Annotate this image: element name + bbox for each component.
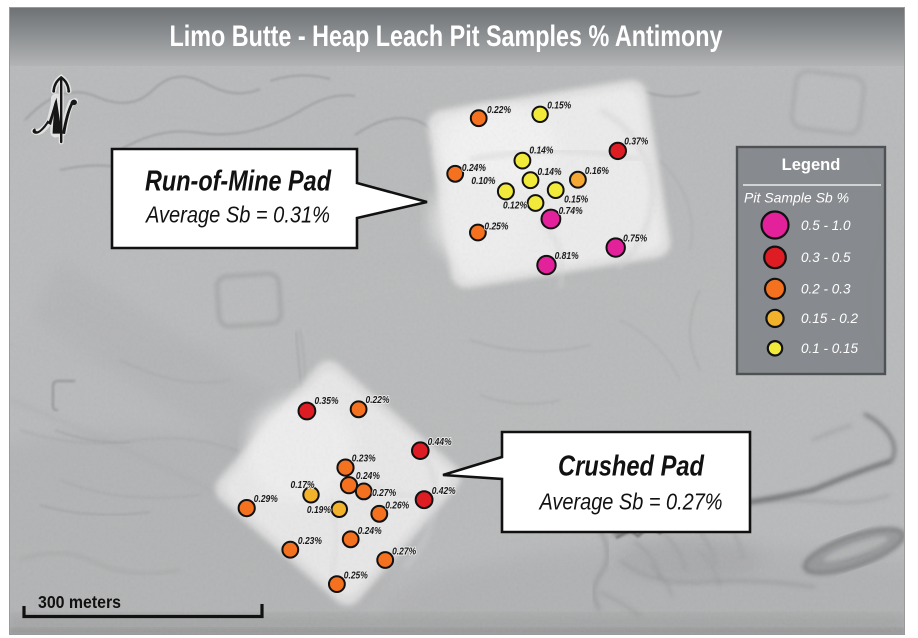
svg-text:0.24%: 0.24%: [358, 525, 383, 537]
svg-text:0.75%: 0.75%: [623, 233, 648, 245]
svg-text:0.26%: 0.26%: [385, 500, 410, 512]
svg-text:0.1 - 0.15: 0.1 - 0.15: [801, 341, 859, 356]
svg-text:0.27%: 0.27%: [372, 487, 397, 499]
svg-text:0.10%: 0.10%: [471, 175, 496, 187]
svg-text:0.2 - 0.3: 0.2 - 0.3: [801, 282, 851, 297]
svg-text:300 meters: 300 meters: [38, 592, 121, 612]
svg-text:Pit Sample Sb %: Pit Sample Sb %: [744, 190, 849, 206]
svg-text:0.25%: 0.25%: [344, 570, 369, 582]
svg-text:0.16%: 0.16%: [585, 165, 610, 177]
svg-text:0.81%: 0.81%: [555, 250, 580, 262]
svg-text:0.5 - 1.0: 0.5 - 1.0: [801, 218, 851, 233]
svg-text:0.22%: 0.22%: [366, 394, 391, 406]
svg-text:0.15%: 0.15%: [547, 99, 572, 111]
svg-text:0.14%: 0.14%: [538, 166, 563, 178]
svg-text:Average Sb = 0.31%: Average Sb = 0.31%: [144, 201, 330, 227]
svg-text:0.27%: 0.27%: [392, 546, 417, 558]
svg-text:0.15 - 0.2: 0.15 - 0.2: [801, 311, 859, 326]
svg-text:0.24%: 0.24%: [462, 162, 487, 174]
svg-text:0.44%: 0.44%: [428, 436, 453, 448]
svg-text:0.14%: 0.14%: [529, 145, 554, 157]
svg-text:Run-of-Mine Pad: Run-of-Mine Pad: [145, 166, 331, 198]
svg-text:0.23%: 0.23%: [352, 452, 377, 464]
svg-text:Legend: Legend: [782, 156, 841, 174]
svg-text:0.19%: 0.19%: [307, 504, 332, 516]
svg-text:0.29%: 0.29%: [254, 493, 279, 505]
svg-text:0.37%: 0.37%: [624, 135, 649, 147]
svg-text:0.15%: 0.15%: [564, 194, 589, 206]
svg-text:0.17%: 0.17%: [291, 479, 316, 491]
svg-text:0.24%: 0.24%: [356, 470, 381, 482]
svg-text:0.22%: 0.22%: [487, 104, 512, 116]
svg-text:Average Sb = 0.27%: Average Sb = 0.27%: [538, 488, 723, 514]
svg-text:0.42%: 0.42%: [432, 485, 457, 497]
svg-text:0.23%: 0.23%: [298, 535, 323, 547]
svg-text:0.12%: 0.12%: [503, 200, 528, 212]
svg-text:0.25%: 0.25%: [484, 221, 509, 233]
svg-text:Limo Butte - Heap Leach Pit Sa: Limo Butte - Heap Leach Pit Samples % An…: [170, 20, 723, 53]
svg-text:0.35%: 0.35%: [315, 395, 340, 407]
svg-text:0.74%: 0.74%: [559, 205, 584, 217]
svg-text:0.3 - 0.5: 0.3 - 0.5: [801, 250, 851, 265]
svg-text:Crushed Pad: Crushed Pad: [558, 451, 704, 483]
